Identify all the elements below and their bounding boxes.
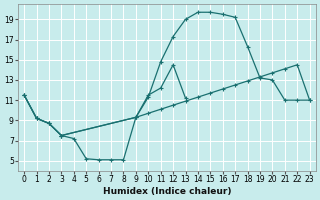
X-axis label: Humidex (Indice chaleur): Humidex (Indice chaleur) <box>103 187 231 196</box>
